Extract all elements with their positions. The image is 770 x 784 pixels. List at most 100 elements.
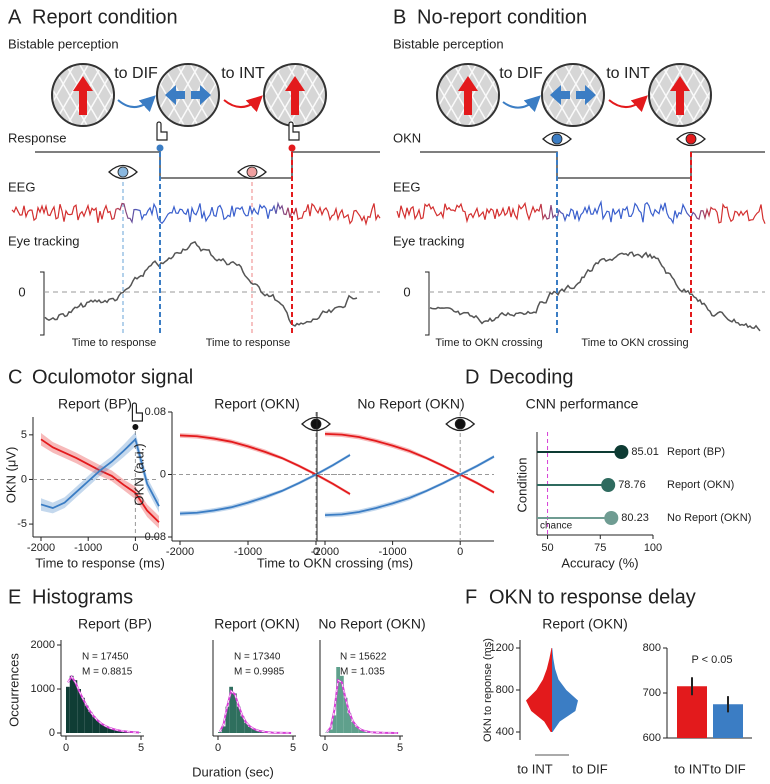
error-band: [41, 432, 159, 514]
category-label: to DIF: [710, 761, 745, 776]
x-tick-label: 0: [322, 742, 328, 754]
x-tick-label: 5: [397, 742, 403, 754]
press-dot: [288, 144, 296, 152]
y-tick-label: -5: [17, 518, 27, 530]
eye-trace: [429, 251, 761, 332]
response-trace: [35, 151, 380, 179]
eeg-trace: [11, 201, 381, 226]
histogram-bar: [332, 715, 337, 733]
chart-title: No Report (OKN): [357, 396, 464, 412]
x-tick-label: -2000: [27, 542, 55, 554]
category-label: Report (BP): [667, 446, 725, 458]
histogram-bar: [355, 726, 359, 733]
x-tick-label: 0: [457, 546, 463, 558]
eye-iris: [310, 418, 322, 430]
histogram-bar: [351, 722, 355, 733]
panel-letter: F: [465, 586, 477, 608]
time-label: Time to OKN crossing: [435, 337, 542, 349]
y-tick-label: 0: [160, 468, 166, 480]
histogram-bar: [236, 706, 241, 733]
y-tick-label: 0.08: [145, 406, 166, 418]
histogram-bar: [111, 729, 115, 733]
y-tick-label: 600: [643, 732, 661, 744]
panel-letter: E: [8, 586, 21, 608]
x-tick-label: 0: [63, 742, 69, 754]
y-tick-label: 0: [49, 727, 55, 739]
histogram-bar: [66, 686, 70, 733]
x-tick-label: 0: [215, 742, 221, 754]
histogram-bar: [336, 667, 340, 733]
histogram-bar: [225, 706, 230, 733]
panel-letter: B: [393, 6, 406, 28]
lollipop-dot: [604, 511, 619, 525]
histogram-bar: [358, 729, 363, 733]
zero-tick: 0: [18, 284, 25, 299]
chart-title: Report (OKN): [214, 616, 300, 632]
transition-arrow: [223, 95, 263, 113]
error-band: [41, 433, 159, 529]
histogram-bar: [114, 729, 119, 733]
category-label: Report (OKN): [667, 479, 734, 491]
eye-iris: [551, 133, 563, 145]
x-tick-label: -1000: [74, 542, 102, 554]
annotation: P < 0.05: [691, 654, 732, 666]
section-label: Eye tracking: [8, 233, 80, 248]
histogram-bar: [92, 716, 96, 733]
histogram-bar: [244, 722, 248, 733]
series-line: [179, 454, 351, 515]
category-label: to INT: [674, 761, 709, 776]
time-label: Time to response: [206, 337, 291, 349]
histogram-bar: [103, 725, 108, 733]
histogram-bar: [96, 720, 100, 733]
histogram-bar: [69, 675, 74, 733]
y-axis-label: Condition: [514, 458, 529, 513]
x-tick-label: -1000: [234, 546, 262, 558]
blue-arrow: [550, 85, 570, 105]
y-axis-label: OKN (a.u.): [131, 443, 146, 505]
y-tick-label: 1200: [490, 642, 514, 654]
eye-iris: [117, 166, 129, 178]
y-axis-label: OKN to reponse (ms): [482, 638, 494, 742]
value-label: 78.76: [618, 479, 646, 491]
histogram-bar: [218, 732, 222, 733]
series-line: [40, 437, 160, 509]
annotation: N = 17340: [234, 652, 281, 663]
zero-tick: 0: [403, 284, 410, 299]
blue-arrow: [576, 85, 596, 105]
histogram-bar: [84, 705, 89, 733]
category-label: to INT: [517, 761, 552, 776]
category-label: to DIF: [572, 761, 607, 776]
x-tick-label: 75: [594, 542, 606, 554]
histogram-bar: [343, 697, 348, 733]
y-tick-label: 400: [496, 726, 514, 738]
x-axis-label: Accuracy (%): [561, 555, 638, 570]
violin-half: [552, 648, 578, 732]
annotation: M = 1.035: [340, 667, 385, 678]
chance-label: chance: [540, 521, 573, 532]
section-label: OKN: [393, 130, 421, 145]
annotation: M = 0.9985: [234, 667, 285, 678]
hand-icon: [131, 402, 143, 422]
panel-title: No-report condition: [417, 6, 587, 28]
histogram-bar: [77, 689, 81, 733]
transition-arrow: [117, 95, 156, 113]
panel-title: OKN to response delay: [489, 586, 696, 608]
x-axis-label: Duration (sec): [192, 764, 274, 779]
x-axis-label: Time to response (ms): [35, 555, 165, 570]
histogram-bar: [347, 713, 352, 733]
eye-iris: [685, 133, 697, 145]
event-dot: [132, 424, 139, 430]
value-label: 80.23: [621, 512, 649, 524]
red-arrow: [670, 76, 690, 115]
histogram-bar: [81, 697, 85, 733]
time-label: Time to OKN crossing: [581, 337, 688, 349]
histogram-bar: [251, 729, 256, 733]
error-band: [180, 453, 350, 516]
panel-title: Report condition: [32, 6, 178, 28]
fit-curve-dash: [67, 675, 140, 733]
press-dot: [156, 144, 164, 152]
series-line: [324, 432, 495, 494]
x-tick-label: 5: [138, 742, 144, 754]
histogram-bar: [248, 726, 252, 733]
